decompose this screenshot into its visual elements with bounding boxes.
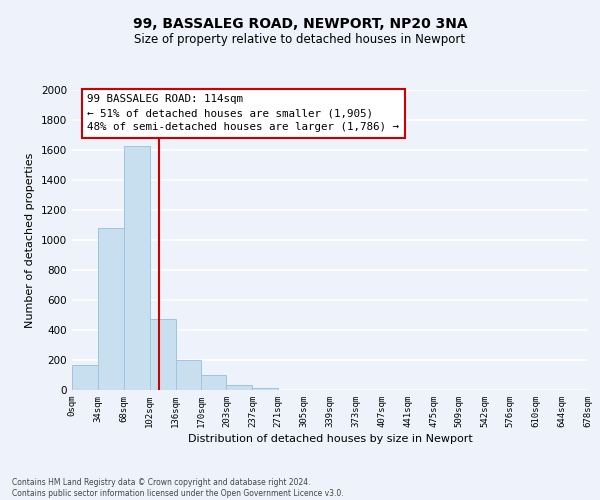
Bar — [98, 228, 124, 390]
Text: Contains HM Land Registry data © Crown copyright and database right 2024.
Contai: Contains HM Land Registry data © Crown c… — [12, 478, 344, 498]
Bar — [176, 360, 202, 390]
Bar — [202, 375, 226, 390]
Text: 99, BASSALEG ROAD, NEWPORT, NP20 3NA: 99, BASSALEG ROAD, NEWPORT, NP20 3NA — [133, 18, 467, 32]
Bar — [226, 385, 253, 390]
Bar — [253, 388, 278, 390]
Bar — [149, 319, 176, 390]
Text: 99 BASSALEG ROAD: 114sqm
← 51% of detached houses are smaller (1,905)
48% of sem: 99 BASSALEG ROAD: 114sqm ← 51% of detach… — [88, 94, 400, 132]
Bar — [72, 364, 98, 390]
Bar — [124, 146, 149, 390]
X-axis label: Distribution of detached houses by size in Newport: Distribution of detached houses by size … — [188, 434, 472, 444]
Y-axis label: Number of detached properties: Number of detached properties — [25, 152, 35, 328]
Text: Size of property relative to detached houses in Newport: Size of property relative to detached ho… — [134, 32, 466, 46]
